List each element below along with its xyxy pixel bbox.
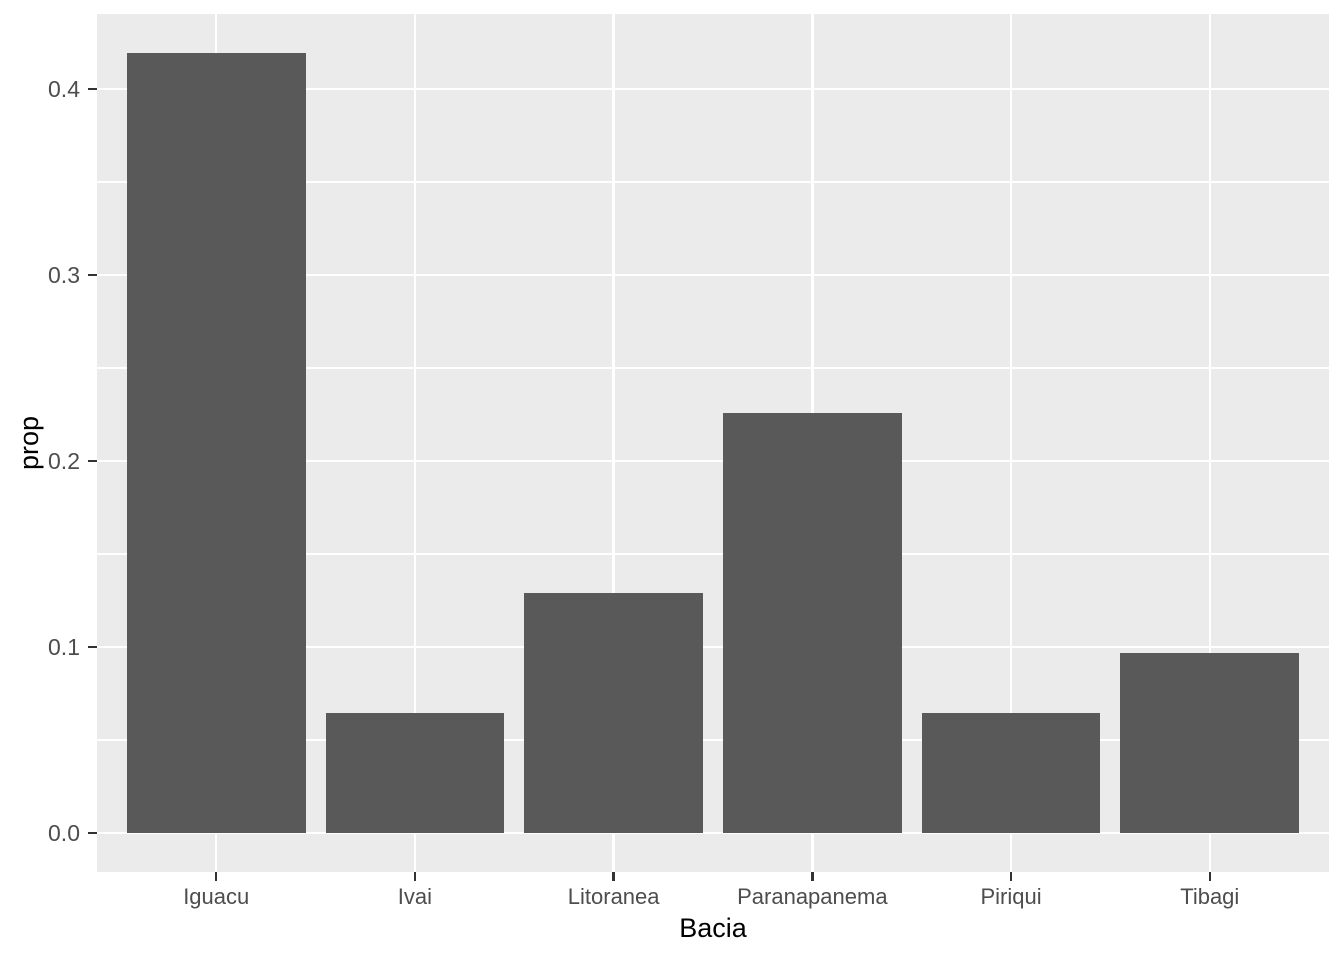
x-tick-mark — [811, 872, 814, 881]
minor-gridline — [97, 553, 1329, 555]
bar-tibagi — [1120, 652, 1300, 833]
y-tick-label: 0.2 — [48, 448, 80, 475]
x-tick-mark — [1208, 872, 1212, 881]
minor-gridline — [97, 739, 1329, 741]
y-tick-label: 0.1 — [48, 634, 80, 661]
x-tick-label: Iguacu — [183, 884, 250, 909]
x-tick-label: Ivai — [397, 884, 433, 909]
plot-panel — [97, 14, 1329, 872]
y-tick-mark — [88, 87, 97, 91]
bar-paranapanema — [722, 413, 902, 833]
bar-piriqui — [921, 713, 1101, 833]
x-tick-label: Piriqui — [980, 884, 1042, 909]
y-tick-label: 0.3 — [48, 262, 80, 289]
y-tick-label: 0.0 — [48, 820, 80, 846]
minor-gridline — [97, 181, 1329, 183]
major-gridline — [97, 273, 1329, 277]
major-gridline-vertical — [612, 14, 615, 872]
y-tick-mark — [88, 459, 97, 463]
y-tick-mark — [88, 273, 97, 277]
major-gridline — [97, 87, 1329, 91]
major-gridline-vertical — [1009, 14, 1013, 872]
major-gridline — [97, 459, 1329, 463]
y-tick-label: 0.4 — [48, 76, 80, 103]
major-gridline-vertical — [413, 14, 417, 872]
y-tick-mark — [88, 645, 97, 649]
major-gridline — [97, 831, 1329, 835]
minor-gridline — [97, 367, 1329, 369]
x-tick-label: Paranapanema — [737, 884, 888, 909]
x-tick-mark — [413, 872, 417, 881]
y-tick-mark — [88, 831, 97, 835]
bar-litoranea — [524, 593, 704, 833]
major-gridline-vertical — [1208, 14, 1212, 872]
bar-ivai — [325, 713, 505, 833]
x-tick-label: Tibagi — [1180, 884, 1240, 909]
x-axis-title: Bacia — [679, 913, 747, 943]
x-tick-label: Litoranea — [567, 884, 660, 909]
x-tick-mark — [214, 872, 218, 881]
x-tick-mark — [1009, 872, 1013, 881]
bar-iguacu — [126, 53, 306, 833]
x-tick-mark — [612, 872, 615, 881]
major-gridline — [97, 645, 1329, 649]
